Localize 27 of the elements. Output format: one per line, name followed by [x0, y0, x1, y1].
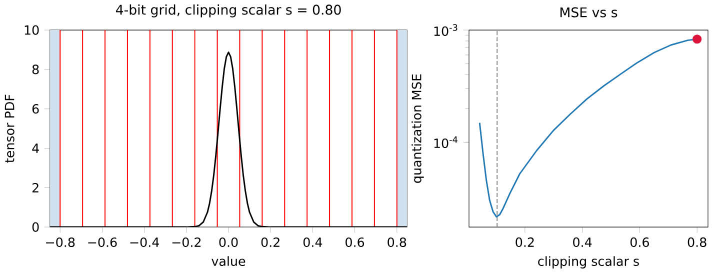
y-tick-label: 4 — [32, 144, 39, 153]
x-tick-label: 0.6 — [630, 237, 649, 248]
x-tick-label: 0.0 — [219, 237, 238, 248]
y-tick-label: 6 — [32, 104, 39, 114]
y-tick-label: 10$^{-4}$ — [434, 136, 458, 148]
x-tick-label: −0.2 — [172, 237, 201, 248]
x-tick-label: 0.4 — [573, 237, 592, 248]
x-axis-title: value — [212, 256, 246, 266]
y-tick-label: 0 — [32, 222, 39, 232]
x-axis-title: clipping scalar s — [538, 256, 639, 268]
x-tick-label: 0.4 — [303, 237, 322, 248]
chart-title: MSE vs s — [560, 7, 618, 18]
x-tick-label: −0.8 — [46, 237, 75, 248]
y-axis-title: tensor PDF — [4, 94, 14, 163]
x-tick-label: 0.2 — [261, 237, 280, 248]
x-tick-label: 0.8 — [388, 237, 406, 248]
y-tick-label: 8 — [32, 64, 39, 74]
x-tick-label: 0.6 — [346, 237, 364, 248]
x-tick-label: 0.8 — [688, 237, 706, 248]
y-tick-label: 10$^{-3}$ — [434, 24, 458, 36]
chart-title: 4-bit grid, clipping scalar s = 0.80 — [116, 4, 341, 18]
x-tick-label: −0.6 — [88, 237, 117, 248]
x-tick-label: −0.4 — [130, 237, 159, 248]
y-axis-title: quantization MSE — [412, 74, 424, 183]
x-tick-label: 0.2 — [516, 237, 534, 248]
y-tick-label: 10 — [24, 25, 39, 35]
y-tick-label: 2 — [32, 182, 38, 192]
